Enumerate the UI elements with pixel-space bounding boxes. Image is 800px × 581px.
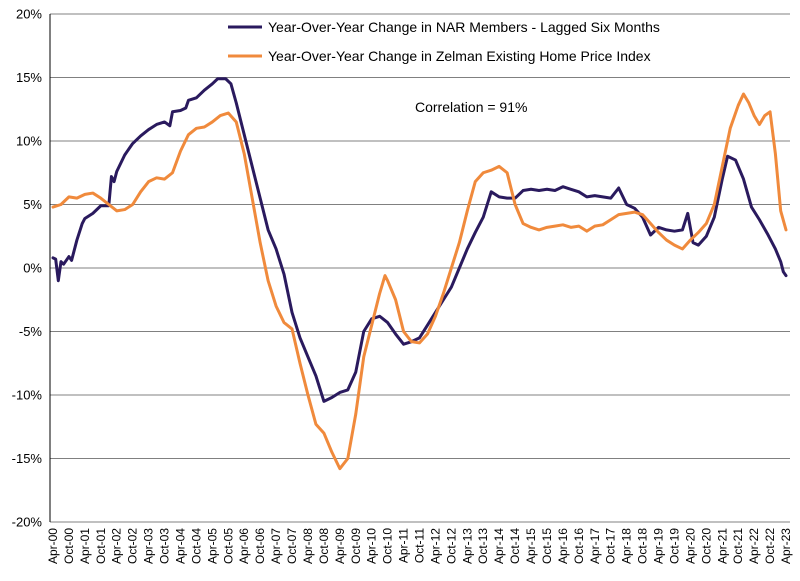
x-tick-label: Oct-15 [540, 528, 554, 564]
y-tick-label: -20% [12, 515, 43, 530]
x-tick-label: Apr-04 [173, 528, 187, 564]
x-tick-label: Apr-00 [46, 528, 60, 564]
x-tick-label: Apr-19 [652, 528, 666, 564]
series-lines [51, 77, 788, 471]
series-line-nar-members [51, 77, 788, 403]
x-tick-label: Oct-14 [508, 528, 522, 564]
x-tick-label: Apr-23 [779, 528, 793, 564]
x-tick-label: Apr-15 [524, 528, 538, 564]
x-tick-label: Oct-07 [285, 528, 299, 564]
x-tick-label: Oct-09 [349, 528, 363, 564]
y-tick-label: 15% [16, 70, 42, 85]
y-tick-label: -15% [12, 451, 43, 466]
x-axis-tick-labels: Apr-00 Oct-00 Apr-01 Oct-01 Apr-02 Oct-02 Apr-… [46, 528, 793, 564]
x-tick-label: Oct-03 [158, 528, 172, 564]
x-tick-label: Oct-17 [604, 528, 618, 564]
y-axis-tick-labels: 20% 15% 10% 5% 0% -5% -10% -15% -20% [12, 7, 43, 530]
x-tick-label: Oct-01 [94, 528, 108, 564]
x-tick-label: Oct-18 [636, 528, 650, 564]
x-tick-label: Oct-21 [731, 528, 745, 564]
x-tick-label: Oct-02 [126, 528, 140, 564]
x-tick-label: Apr-10 [365, 528, 379, 564]
x-tick-label: Oct-22 [763, 528, 777, 564]
x-tick-label: Oct-13 [476, 528, 490, 564]
x-tick-label: Oct-04 [189, 528, 203, 564]
x-tick-label: Oct-20 [699, 528, 713, 564]
y-tick-label: -10% [12, 388, 43, 403]
x-tick-label: Apr-21 [715, 528, 729, 564]
x-tick-label: Oct-19 [667, 528, 681, 564]
x-tick-label: Oct-08 [317, 528, 331, 564]
x-tick-label: Apr-07 [269, 528, 283, 564]
gridlines [50, 13, 790, 523]
x-tick-label: Apr-09 [333, 528, 347, 564]
x-tick-label: Oct-00 [62, 528, 76, 564]
series-line-zelman-index [51, 92, 788, 471]
y-tick-label: -5% [19, 324, 43, 339]
legend: Year-Over-Year Change in NAR Members - L… [228, 19, 660, 64]
x-tick-label: Apr-18 [620, 528, 634, 564]
correlation-annotation: Correlation = 91% [415, 99, 527, 115]
x-tick-label: Apr-16 [556, 528, 570, 564]
x-tick-label: Apr-11 [397, 528, 411, 563]
x-tick-label: Apr-13 [460, 528, 474, 564]
x-tick-label: Apr-01 [78, 528, 92, 564]
x-tick-label: Oct-12 [444, 528, 458, 564]
x-tick-label: Apr-17 [588, 528, 602, 564]
x-tick-label: Apr-14 [492, 528, 506, 564]
y-tick-label: 10% [16, 134, 42, 149]
x-tick-label: Oct-11 [413, 528, 427, 563]
legend-label-zelman-index: Year-Over-Year Change in Zelman Existing… [268, 48, 651, 64]
x-tick-label: Apr-20 [683, 528, 697, 564]
x-tick-label: Oct-05 [221, 528, 235, 564]
x-tick-label: Apr-05 [205, 528, 219, 564]
y-tick-label: 5% [23, 197, 42, 212]
x-tick-label: Oct-10 [381, 528, 395, 564]
x-tick-label: Apr-08 [301, 528, 315, 564]
x-tick-label: Oct-06 [253, 528, 267, 564]
x-tick-label: Apr-03 [142, 528, 156, 564]
y-tick-label: 0% [23, 261, 42, 276]
x-tick-label: Apr-06 [237, 528, 251, 564]
x-tick-label: Apr-12 [428, 528, 442, 564]
x-tick-label: Apr-22 [747, 528, 761, 564]
y-tick-label: 20% [16, 7, 42, 22]
x-tick-label: Oct-16 [572, 528, 586, 564]
legend-label-nar-members: Year-Over-Year Change in NAR Members - L… [268, 19, 660, 35]
x-tick-label: Apr-02 [110, 528, 124, 564]
